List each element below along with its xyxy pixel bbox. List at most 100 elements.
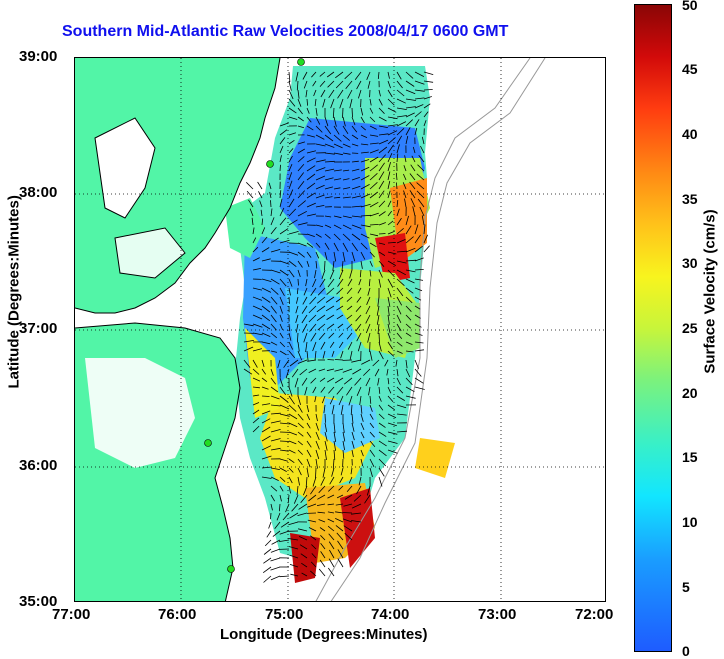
velocity-arrow bbox=[333, 224, 342, 230]
velocity-arrow bbox=[359, 395, 362, 406]
velocity-arrow bbox=[378, 154, 386, 163]
velocity-arrow bbox=[315, 224, 324, 228]
velocity-arrow bbox=[270, 200, 272, 208]
velocity-arrow bbox=[288, 521, 299, 526]
velocity-arrow bbox=[360, 159, 370, 163]
velocity-arrow bbox=[288, 155, 293, 163]
velocity-arrow bbox=[378, 222, 386, 226]
velocity-arrow bbox=[378, 180, 385, 190]
velocity-arrow bbox=[317, 287, 326, 296]
velocity-arrow bbox=[348, 395, 353, 406]
velocity-arrow bbox=[288, 172, 293, 181]
velocity-arrow bbox=[396, 107, 407, 110]
velocity-arrow bbox=[261, 455, 272, 460]
velocity-arrow bbox=[405, 341, 413, 345]
velocity-arrow bbox=[369, 269, 372, 277]
velocity-arrow bbox=[387, 404, 395, 411]
velocity-arrow bbox=[387, 220, 394, 226]
velocity-arrow bbox=[298, 536, 308, 541]
map-svg bbox=[75, 58, 605, 601]
velocity-arrow bbox=[279, 137, 286, 145]
velocity-arrow bbox=[363, 368, 371, 376]
velocity-arrow bbox=[327, 80, 335, 88]
velocity-arrow bbox=[403, 173, 407, 181]
velocity-arrow bbox=[378, 133, 389, 136]
velocity-arrow bbox=[396, 305, 402, 315]
velocity-arrow bbox=[328, 541, 335, 550]
velocity-arrow bbox=[289, 564, 299, 568]
velocity-arrow bbox=[378, 146, 388, 154]
velocity-arrow bbox=[270, 341, 278, 346]
velocity-arrow bbox=[279, 413, 290, 417]
velocity-arrow bbox=[342, 251, 346, 262]
velocity-arrow bbox=[279, 164, 281, 172]
x-tick-label: 75:00 bbox=[265, 606, 304, 623]
velocity-arrow bbox=[351, 233, 361, 241]
velocity-arrow bbox=[297, 181, 305, 190]
velocity-arrow bbox=[410, 198, 416, 208]
velocity-arrow bbox=[315, 431, 320, 441]
velocity-arrow bbox=[314, 395, 317, 403]
velocity-arrow bbox=[279, 190, 282, 199]
velocity-arrow bbox=[357, 287, 362, 294]
velocity-arrow bbox=[252, 394, 260, 397]
velocity-arrow bbox=[294, 377, 299, 388]
velocity-arrow bbox=[378, 139, 389, 145]
velocity-arrow bbox=[318, 485, 326, 494]
velocity-arrow bbox=[297, 89, 300, 99]
velocity-arrow bbox=[297, 476, 300, 486]
velocity-arrow bbox=[360, 242, 368, 250]
velocity-arrow bbox=[279, 404, 290, 410]
colorbar bbox=[634, 4, 672, 652]
velocity-arrow bbox=[324, 440, 328, 451]
velocity-arrow bbox=[318, 519, 326, 523]
velocity-arrow bbox=[369, 164, 378, 172]
velocity-arrow bbox=[387, 287, 392, 298]
velocity-arrow bbox=[270, 438, 281, 442]
colorbar-tick-label: 35 bbox=[682, 191, 698, 207]
velocity-arrow bbox=[324, 143, 335, 148]
velocity-arrow bbox=[303, 287, 308, 296]
velocity-arrow bbox=[337, 89, 344, 99]
velocity-arrow bbox=[360, 151, 369, 154]
velocity-arrow bbox=[396, 128, 405, 136]
velocity-arrow bbox=[360, 458, 364, 467]
velocity-arrow bbox=[268, 182, 272, 190]
velocity-arrow bbox=[332, 458, 335, 469]
velocity-arrow bbox=[279, 332, 284, 339]
velocity-arrow bbox=[270, 447, 281, 451]
colorbar-tick-label: 10 bbox=[682, 514, 698, 530]
velocity-arrow bbox=[360, 125, 366, 131]
velocity-arrow bbox=[279, 440, 290, 442]
velocity-arrow bbox=[288, 251, 299, 256]
velocity-arrow bbox=[330, 98, 335, 109]
velocity-arrow bbox=[346, 323, 353, 330]
velocity-arrow bbox=[243, 340, 254, 343]
velocity-arrow bbox=[261, 227, 266, 235]
velocity-arrow bbox=[279, 503, 281, 512]
velocity-arrow bbox=[310, 332, 317, 342]
velocity-arrow bbox=[315, 184, 325, 190]
velocity-arrow bbox=[384, 359, 389, 367]
colorbar-tick-label: 20 bbox=[682, 385, 698, 401]
velocity-arrow bbox=[414, 269, 424, 271]
velocity-arrow bbox=[342, 224, 352, 230]
velocity-arrow bbox=[306, 449, 312, 458]
velocity-arrow bbox=[270, 548, 281, 553]
velocity-arrow bbox=[306, 242, 314, 248]
velocity-arrow bbox=[297, 359, 308, 364]
velocity-arrow bbox=[310, 561, 317, 568]
velocity-arrow bbox=[335, 518, 344, 523]
velocity-arrow bbox=[387, 180, 391, 190]
velocity-arrow bbox=[315, 467, 317, 478]
velocity-arrow bbox=[369, 440, 376, 448]
velocity-arrow bbox=[297, 332, 299, 343]
velocity-arrow bbox=[405, 278, 415, 284]
velocity-arrow bbox=[279, 129, 288, 136]
velocity-arrow bbox=[337, 558, 344, 568]
velocity-arrow bbox=[423, 71, 434, 75]
velocity-arrow bbox=[324, 449, 327, 460]
velocity-arrow bbox=[288, 219, 298, 226]
velocity-arrow bbox=[297, 260, 303, 268]
velocity-arrow bbox=[252, 305, 263, 311]
